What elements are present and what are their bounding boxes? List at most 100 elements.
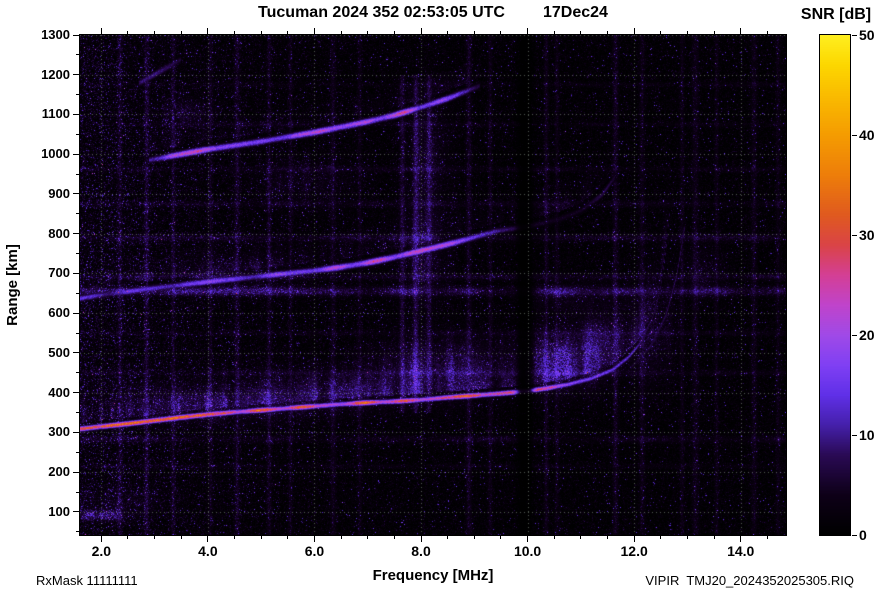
x-minor-tick-mark-top [260,31,262,34]
y-tick-mark [73,392,79,394]
x-tick-label: 10.0 [513,543,542,559]
y-tick-label: 700 [48,265,70,281]
x-tick-mark-top [527,28,529,34]
y-minor-tick-mark [76,292,79,294]
y-minor-tick-mark [76,253,79,255]
x-tick-mark [527,536,529,542]
y-tick-mark [73,471,79,473]
x-minor-tick-mark [607,536,608,539]
x-tick-label: 12.0 [620,543,648,559]
y-tick-label: 500 [48,344,70,360]
x-minor-tick-mark-top [660,31,662,34]
x-minor-tick-mark [393,536,395,539]
x-minor-tick-mark [127,536,129,539]
colorbar-tick-mark [852,334,857,336]
x-tick-mark [207,536,209,542]
x-tick-mark [633,536,635,542]
y-tick-label: 300 [48,424,70,440]
x-tick-mark-top [207,28,209,34]
x-minor-tick-mark-top [180,31,182,34]
y-tick-mark [73,233,79,235]
colorbar-tick-label: 10 [859,427,875,443]
x-tick-mark-top [633,28,635,34]
x-tick-mark-top [313,28,315,34]
y-tick-mark [73,74,79,76]
y-minor-tick-mark [76,54,79,56]
x-minor-tick-mark-top [154,31,156,34]
y-minor-tick-mark [76,94,79,96]
rxmask-text: RxMask 11111111 [36,573,138,588]
x-minor-tick-mark-top [340,31,342,34]
x-minor-tick-mark-top [367,31,369,34]
y-tick-label: 900 [48,185,70,201]
y-tick-mark [73,153,79,155]
y-tick-label: 100 [48,503,70,519]
plot-date: 17Dec24 [542,4,608,21]
x-minor-tick-mark [713,536,715,539]
y-minor-tick-mark [76,491,79,493]
title-row: Tucuman 2024 352 02:53:05 UTC 17Dec24 [80,4,786,22]
x-tick-label: 8.0 [411,543,431,559]
x-minor-tick-mark [553,536,555,539]
y-tick-mark [73,113,79,115]
x-minor-tick-mark-top [447,31,449,34]
y-tick-mark [73,272,79,274]
x-tick-label: 6.0 [304,543,325,559]
x-minor-tick-mark [234,536,236,539]
y-tick-mark [73,511,79,513]
y-tick-mark [73,312,79,314]
colorbar-gradient [819,34,851,536]
y-tick-mark [73,193,79,195]
x-tick-mark [740,536,742,542]
y-axis-label: Range [km] [4,244,21,326]
x-minor-tick-mark-top [580,31,582,34]
y-tick-label: 400 [48,384,70,400]
x-minor-tick-mark [473,536,475,539]
x-tick-mark-top [100,28,102,34]
x-minor-tick-mark-top [393,31,395,34]
y-tick-label: 200 [48,464,70,480]
x-minor-tick-mark-top [287,31,289,34]
x-minor-tick-mark-top [473,31,475,34]
y-tick-label: 1200 [41,66,70,82]
y-tick-mark [73,431,79,433]
x-tick-label: 14.0 [727,543,755,559]
y-minor-tick-mark [76,412,79,414]
y-minor-tick-mark [76,173,79,175]
y-tick-label: 1100 [41,106,70,122]
x-minor-tick-mark-top [500,31,502,34]
y-tick-mark [73,352,79,354]
x-tick-mark-top [420,28,422,34]
data-file-text: VIPIR TMJ20_2024352025305.RIQ [645,573,854,588]
colorbar-tick-label: 20 [859,327,875,343]
y-tick-label: 1000 [41,146,70,162]
plot-title: Tucuman 2024 352 02:53:05 UTC [258,4,505,21]
x-minor-tick-mark [260,536,262,539]
y-minor-tick-mark [76,451,79,453]
y-tick-label: 600 [48,305,70,321]
x-minor-tick-mark-top [127,31,129,34]
x-minor-tick-mark [447,536,449,539]
y-minor-tick-mark [76,213,79,215]
y-minor-tick-mark [76,332,79,334]
x-tick-mark [100,536,102,542]
colorbar-tick-label: 50 [859,27,875,43]
x-minor-tick-mark [287,536,289,539]
x-minor-tick-mark [580,536,582,539]
colorbar-tick-mark [852,434,857,436]
ionogram-heatmap [79,34,787,536]
y-minor-tick-mark [76,372,79,374]
x-minor-tick-mark-top [607,31,608,34]
x-minor-tick-mark [180,536,182,539]
x-minor-tick-mark-top [713,31,715,34]
x-minor-tick-mark-top [686,31,688,34]
colorbar-title: SNR [dB] [800,6,872,23]
x-minor-tick-mark [660,536,662,539]
x-axis-label: Frequency [MHz] [372,567,494,584]
x-minor-tick-mark-top [234,31,236,34]
x-minor-tick-mark [686,536,688,539]
x-minor-tick-mark [367,536,369,539]
colorbar-tick-label: 0 [859,527,867,543]
colorbar-tick-label: 30 [859,227,875,243]
